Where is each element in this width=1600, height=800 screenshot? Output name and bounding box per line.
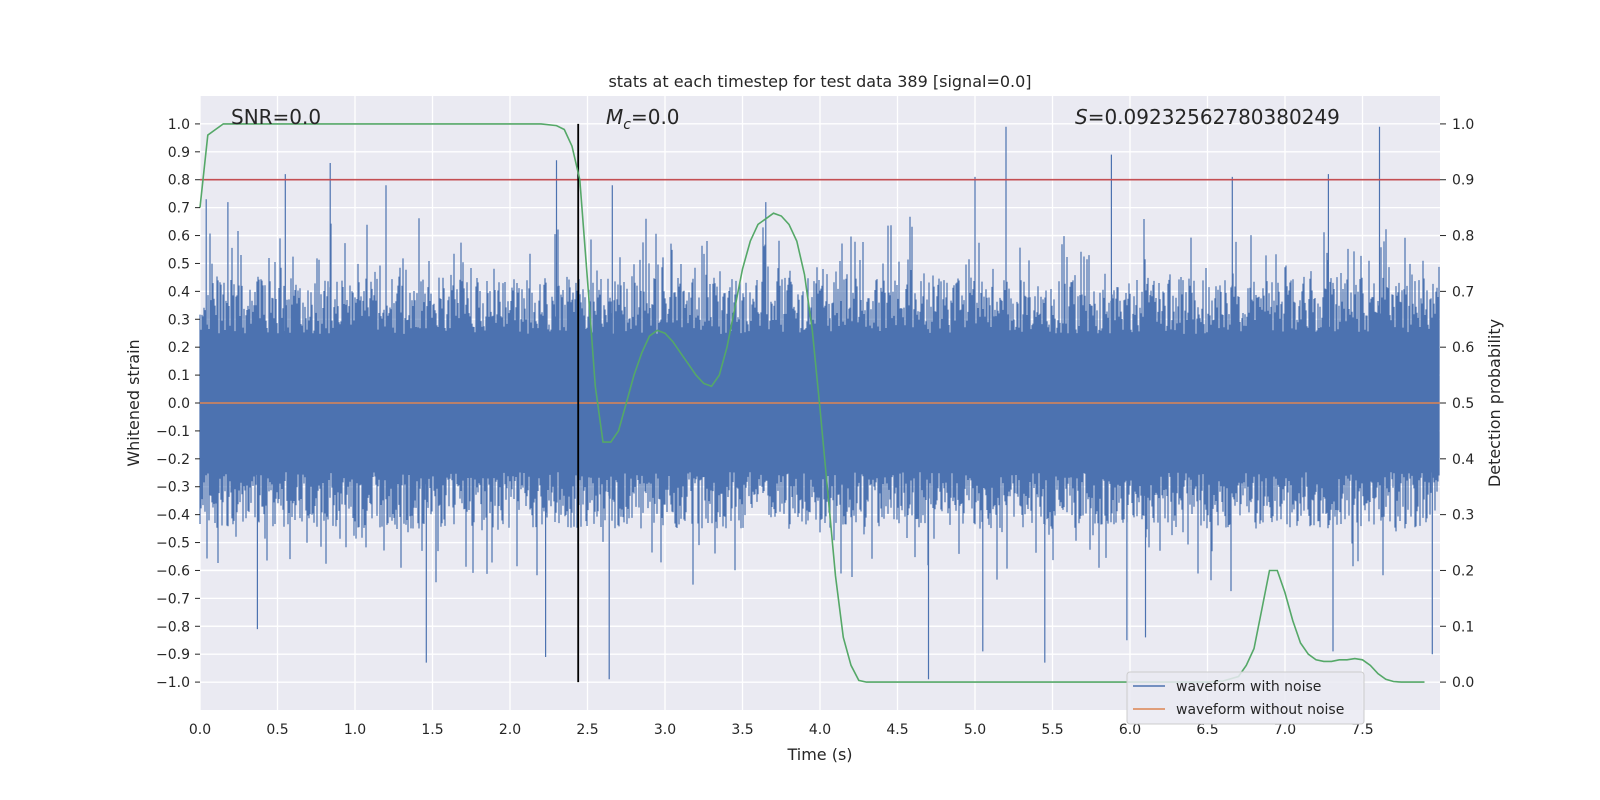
y-axis-label: Whitened strain — [124, 339, 143, 466]
y-tick-label: −0.5 — [156, 536, 190, 552]
y-tick-label: −0.6 — [156, 563, 190, 579]
s-annotation: S=0.09232562780380249 — [1075, 105, 1340, 129]
mc-value: =0.0 — [631, 105, 680, 129]
y-tick-label: −0.2 — [156, 452, 190, 468]
y-tick-label: 0.4 — [168, 284, 190, 300]
legend-box — [1126, 671, 1365, 725]
y2-tick-label: 0.7 — [1452, 284, 1474, 300]
chart-title: stats at each timestep for test data 389… — [608, 72, 1031, 91]
x-tick-label: 4.5 — [886, 722, 908, 738]
y-tick-label: −0.4 — [156, 508, 190, 524]
y-tick-label: 0.8 — [168, 173, 190, 189]
y-tick-label: −0.7 — [156, 591, 190, 607]
legend: waveform with noise waveform without noi… — [1126, 671, 1365, 725]
y-tick-label: −0.3 — [156, 480, 190, 496]
y2-axis-ticks: 1.0 0.9 0.8 0.7 0.6 0.5 0.4 0.3 0.2 0.1 0.0 — [1440, 117, 1474, 691]
y2-tick-label: 1.0 — [1452, 117, 1474, 133]
y-tick-label: 0.0 — [168, 396, 190, 412]
y2-tick-label: 0.6 — [1452, 340, 1474, 356]
y2-tick-label: 0.5 — [1452, 396, 1474, 412]
mc-annotation: Mc=0.0 — [606, 105, 680, 133]
y-tick-label: −0.8 — [156, 619, 190, 635]
x-tick-label: 7.5 — [1351, 722, 1373, 738]
x-tick-label: 4.0 — [809, 722, 831, 738]
detection-probability-series — [199, 123, 1425, 683]
s-symbol: S — [1075, 105, 1088, 129]
y2-tick-label: 0.1 — [1452, 619, 1474, 635]
y-tick-label: −0.9 — [156, 647, 190, 663]
y2-tick-label: 0.8 — [1452, 229, 1474, 245]
x-tick-label: 1.5 — [421, 722, 443, 738]
y2-tick-label: 0.0 — [1452, 675, 1474, 691]
y2-tick-label: 0.2 — [1452, 563, 1474, 579]
x-tick-label: 3.5 — [731, 722, 753, 738]
x-tick-label: 5.0 — [964, 722, 986, 738]
x-tick-label: 6.5 — [1196, 722, 1218, 738]
x-tick-label: 5.5 — [1041, 722, 1063, 738]
y2-tick-label: 0.9 — [1452, 173, 1474, 189]
y-tick-label: −1.0 — [156, 675, 190, 691]
y-tick-label: 0.7 — [168, 201, 190, 217]
y-tick-label: 0.6 — [168, 229, 190, 245]
noise-waveform-series — [199, 126, 1440, 680]
x-tick-label: 0.0 — [189, 722, 211, 738]
mc-subscript: c — [623, 117, 631, 133]
y-tick-label: 0.1 — [168, 368, 190, 384]
x-axis-label: Time (s) — [786, 745, 852, 764]
noise-waveform-line — [199, 126, 1440, 680]
y-tick-label: 0.2 — [168, 340, 190, 356]
x-tick-label: 0.5 — [266, 722, 288, 738]
y2-axis-label: Detection probability — [1485, 319, 1504, 487]
y2-tick-label: 0.3 — [1452, 508, 1474, 524]
detection-probability-line — [199, 123, 1425, 683]
x-tick-label: 2.5 — [576, 722, 598, 738]
y-tick-label: 0.9 — [168, 145, 190, 161]
y-tick-label: 0.3 — [168, 312, 190, 328]
y-tick-label: −0.1 — [156, 424, 190, 440]
y-tick-label: 1.0 — [168, 117, 190, 133]
x-tick-label: 6.0 — [1119, 722, 1141, 738]
x-tick-label: 2.0 — [499, 722, 521, 738]
snr-annotation: SNR=0.0 — [231, 105, 321, 129]
x-tick-label: 1.0 — [344, 722, 366, 738]
x-tick-label: 3.0 — [654, 722, 676, 738]
s-value: =0.09232562780380249 — [1088, 105, 1340, 129]
x-axis-ticks: 0.0 0.5 1.0 1.5 2.0 2.5 3.0 3.5 4.0 4.5 5.0 5.5 6.0 6… — [189, 722, 1374, 738]
legend-label-clean: waveform without noise — [1176, 702, 1344, 718]
legend-label-noise: waveform with noise — [1176, 679, 1321, 695]
y-axis-ticks: 1.0 0.9 0.8 0.7 0.6 0.5 0.4 0.3 0.2 0.1 0.0 −0.1 −0.… — [156, 117, 200, 691]
x-tick-label: 7.0 — [1274, 722, 1296, 738]
y2-tick-label: 0.4 — [1452, 452, 1474, 468]
mc-symbol: M — [606, 105, 623, 129]
y-tick-label: 0.5 — [168, 256, 190, 272]
